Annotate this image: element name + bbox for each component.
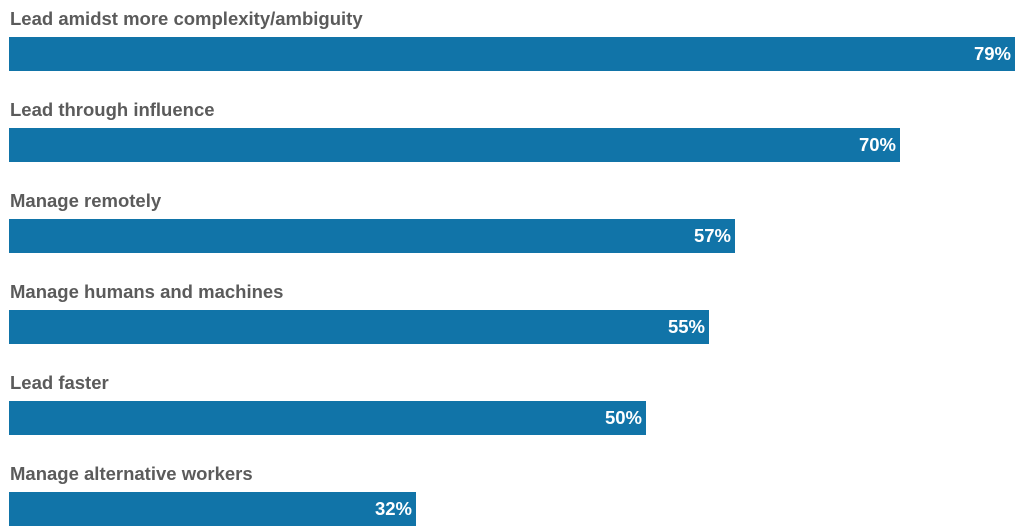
bar-value-label: 70% [858,134,896,155]
bar: 50% [9,401,646,435]
bar-value-label: 79% [973,43,1011,64]
category-label: Lead faster [10,372,109,393]
category-label: Manage humans and machines [10,281,284,302]
bar-value-label: 57% [693,225,731,246]
category-label: Manage remotely [10,190,162,211]
bar: 57% [9,219,735,253]
bar: 70% [9,128,900,162]
bar: 55% [9,310,709,344]
bar: 79% [9,37,1015,71]
bar-value-label: 50% [604,407,642,428]
category-label: Lead through influence [10,99,215,120]
category-label: Lead amidst more complexity/ambiguity [10,8,363,29]
bar: 32% [9,492,416,526]
category-label: Manage alternative workers [10,463,253,484]
bar-value-label: 32% [374,498,412,519]
bar-value-label: 55% [667,316,705,337]
